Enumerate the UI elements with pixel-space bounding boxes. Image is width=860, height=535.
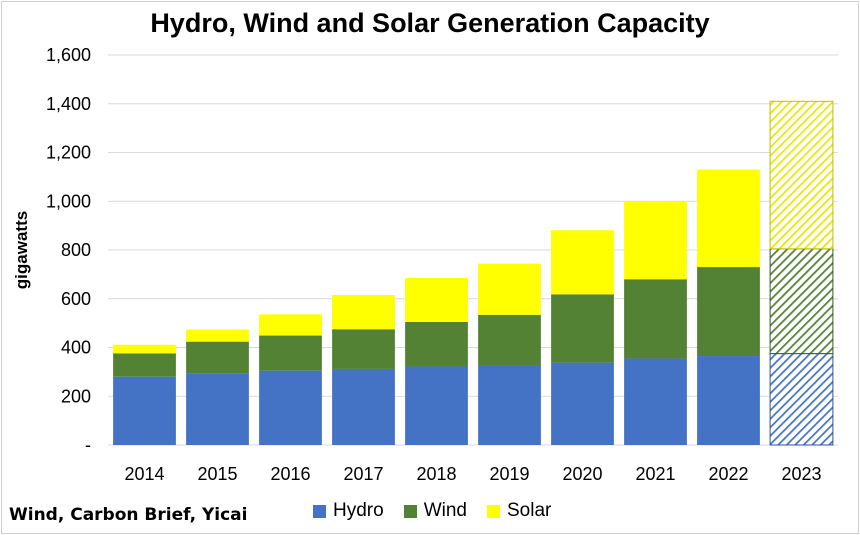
x-tick-label: 2018 [416,464,456,484]
bar-hydro-2023 [769,353,834,446]
legend-label-solar: Solar [506,500,552,521]
bar-solar-2022 [697,169,760,268]
bar-hydro-2021 [624,358,687,445]
legend-label-wind: Wind [423,500,467,521]
legend-item-wind: Wind [403,500,467,522]
x-tick-label: 2022 [708,464,748,484]
bar-hydro-2022 [697,356,760,445]
bar-wind-2023 [769,248,834,355]
y-tick-label: 1,000 [46,191,91,211]
y-tick-label: 200 [61,386,91,406]
bar-solar-2019 [478,263,541,315]
bar-wind-2019 [478,314,541,366]
y-tick-label: 600 [61,289,91,309]
x-tick-label: 2020 [562,464,602,484]
bar-hydro-2015 [186,373,249,445]
bar-hydro-2019 [478,365,541,445]
bar-hydro-2014 [113,376,176,445]
bar-solar-2023 [769,100,834,250]
bar-wind-2022 [697,267,760,357]
x-tick-label: 2017 [343,464,383,484]
y-tick-label: - [85,435,91,455]
x-tick-label: 2016 [270,464,310,484]
bar-solar-2021 [624,201,687,280]
x-tick-label: 2014 [124,464,164,484]
bar-solar-2020 [551,230,614,295]
x-tick-label: 2021 [635,464,675,484]
bar-wind-2021 [624,279,687,359]
legend-item-solar: Solar [486,500,552,522]
legend-swatch-wind [403,504,417,518]
legend-label-hydro: Hydro [333,500,384,521]
legend: Hydro Wind Solar [313,500,571,522]
bar-hydro-2020 [551,362,614,445]
bar-solar-2015 [186,329,249,342]
bar-solar-2016 [259,314,322,336]
bar-wind-2015 [186,341,249,374]
legend-swatch-hydro [313,504,326,518]
bar-wind-2017 [332,329,395,369]
bar-wind-2014 [113,353,176,377]
x-tick-label: 2019 [489,464,529,484]
y-tick-label: 1,400 [46,94,91,114]
bar-wind-2020 [551,294,614,363]
bar-hydro-2018 [405,366,468,445]
bar-wind-2018 [405,321,468,367]
source-note: Wind, Carbon Brief, Yicai [9,505,248,525]
bar-solar-2014 [113,344,176,354]
chart-title: Hydro, Wind and Solar Generation Capacit… [150,8,710,38]
bar-wind-2016 [259,335,322,371]
bar-solar-2017 [332,295,395,330]
bar-hydro-2016 [259,370,322,445]
bar-hydro-2017 [332,368,395,445]
y-tick-label: 400 [61,338,91,358]
x-tick-label: 2015 [197,464,237,484]
y-tick-label: 1,200 [46,143,91,163]
legend-swatch-solar [486,504,500,518]
y-tick-label: 1,600 [46,45,91,65]
legend-item-hydro: Hydro [313,500,384,522]
y-tick-label: 800 [61,240,91,260]
bar-solar-2018 [405,278,468,322]
x-tick-label: 2023 [781,464,821,484]
